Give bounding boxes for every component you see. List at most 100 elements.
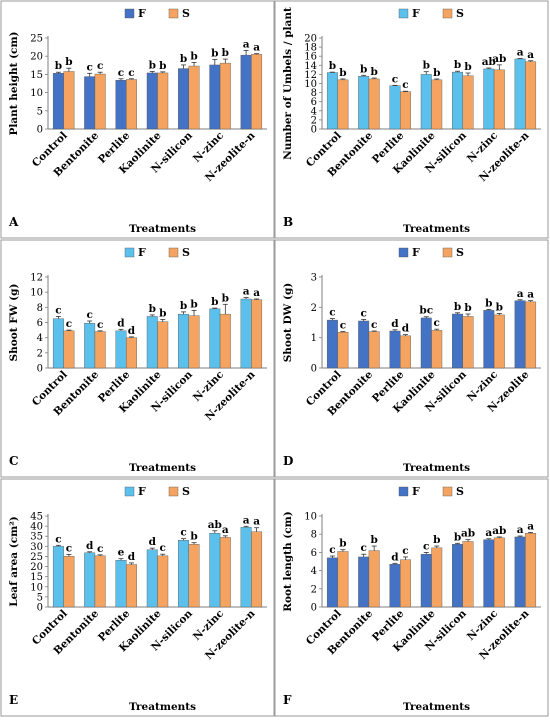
y-axis-label: Plant height (cm) <box>8 31 20 135</box>
significance-letter: b <box>433 67 440 79</box>
significance-letter: ab <box>208 519 222 531</box>
significance-letter: d <box>149 536 157 548</box>
bar-F-N-zinc <box>209 532 221 608</box>
y-tick-label: 35 <box>30 532 43 543</box>
bar-S-Perlite <box>126 337 137 369</box>
bar-F-Control <box>52 318 64 369</box>
significance-letter: c <box>86 309 92 321</box>
bar-S-N-zinc <box>219 62 231 130</box>
panel-border <box>0 478 275 717</box>
y-tick-label: 2 <box>311 115 317 126</box>
bar-S-N-zinc <box>493 69 505 130</box>
significance-letter: c <box>160 542 166 554</box>
significance-letter: a <box>253 42 260 54</box>
y-axis-label: Leaf area (cm²) <box>8 516 20 607</box>
bar-S-N-zinc <box>219 537 231 608</box>
bar-S-Kaolinite <box>431 330 443 369</box>
bar-F-Kaolinite <box>420 554 432 608</box>
legend-swatch-F <box>398 8 409 19</box>
x-axis-label: Treatments <box>129 701 196 713</box>
legend-label-F: F <box>138 7 146 20</box>
panel-border <box>0 239 275 478</box>
significance-letter: b <box>339 538 346 550</box>
bar-F-N-zeolite <box>514 300 526 369</box>
significance-letter: a <box>527 520 534 532</box>
y-tick-label: 10 <box>304 79 317 90</box>
bar-F-Bentonite <box>358 76 370 130</box>
panel-letter: A <box>8 215 19 229</box>
bar-S-Kaolinite <box>157 321 169 369</box>
significance-letter: ab <box>492 53 506 65</box>
y-axis-label: Number of Umbels / plant <box>282 7 294 160</box>
significance-letter: c <box>329 544 335 556</box>
legend-label-F: F <box>138 246 146 259</box>
significance-letter: d <box>391 318 399 330</box>
legend-label-F: F <box>138 485 146 498</box>
bar-F-N-zinc <box>483 68 495 130</box>
significance-letter: b <box>371 66 378 78</box>
y-tick-label: 20 <box>30 562 43 573</box>
panel-letter: E <box>9 693 18 707</box>
significance-letter: c <box>360 542 366 554</box>
bar-S-Control <box>337 332 349 369</box>
bar-S-Perlite <box>400 91 411 130</box>
legend-swatch-F <box>398 247 409 258</box>
significance-letter: a <box>222 524 229 536</box>
y-tick-label: 0 <box>37 364 43 375</box>
bar-S-N-zeolite-n <box>525 61 537 130</box>
bar-S-Bentonite <box>368 331 380 369</box>
bar-F-Bentonite <box>84 552 96 608</box>
significance-letter: b <box>211 47 218 59</box>
significance-letter: bc <box>419 305 433 317</box>
bar-F-Control <box>326 319 338 369</box>
x-axis-label: Treatments <box>403 223 470 235</box>
bar-F-Kaolinite <box>420 74 432 130</box>
significance-letter: c <box>371 319 377 331</box>
significance-letter: b <box>360 63 367 75</box>
bar-F-N-silicon <box>178 540 189 608</box>
bar-S-Perlite <box>126 79 137 130</box>
bar-S-N-silicon <box>188 315 200 369</box>
y-tick-label: 6 <box>37 318 43 329</box>
bar-S-Perlite <box>400 559 411 608</box>
y-axis-label: Root length (cm) <box>282 511 294 611</box>
significance-letter: b <box>180 300 187 312</box>
significance-letter: b <box>190 50 197 62</box>
significance-letter: a <box>243 38 250 50</box>
bar-S-N-zeolite <box>525 301 537 369</box>
y-tick-label: 10 <box>30 88 43 99</box>
significance-letter: b <box>149 59 156 71</box>
bar-S-Bentonite <box>94 331 106 369</box>
significance-letter: c <box>423 540 429 552</box>
significance-letter: c <box>340 320 346 332</box>
bar-F-Kaolinite <box>146 72 158 130</box>
significance-letter: b <box>159 60 166 72</box>
significance-letter: a <box>243 285 250 297</box>
y-tick-label: 45 <box>30 512 43 523</box>
significance-letter: d <box>402 323 410 335</box>
bar-F-N-zeolite-n <box>240 54 252 130</box>
significance-letter: c <box>97 543 103 555</box>
y-tick-label: 6 <box>311 97 317 108</box>
bar-F-Perlite <box>115 330 127 369</box>
bar-F-Control <box>52 546 64 608</box>
legend-label-S: S <box>182 485 190 498</box>
legend-swatch-F <box>124 247 135 258</box>
legend-label-S: S <box>456 485 464 498</box>
bar-S-N-zinc <box>493 314 505 369</box>
bar-S-Kaolinite <box>431 79 443 130</box>
legend-label-F: F <box>412 7 420 20</box>
y-tick-label: 40 <box>30 522 43 533</box>
bar-F-N-silicon <box>452 544 463 608</box>
y-tick-label: 2 <box>37 348 43 359</box>
significance-letter: b <box>464 61 471 73</box>
bar-F-N-zinc <box>483 539 495 608</box>
y-tick-label: 20 <box>304 34 317 45</box>
bar-S-N-silicon <box>462 75 474 130</box>
significance-letter: a <box>253 516 260 528</box>
bar-S-Bentonite <box>94 555 106 608</box>
bar-F-Bentonite <box>358 320 370 369</box>
